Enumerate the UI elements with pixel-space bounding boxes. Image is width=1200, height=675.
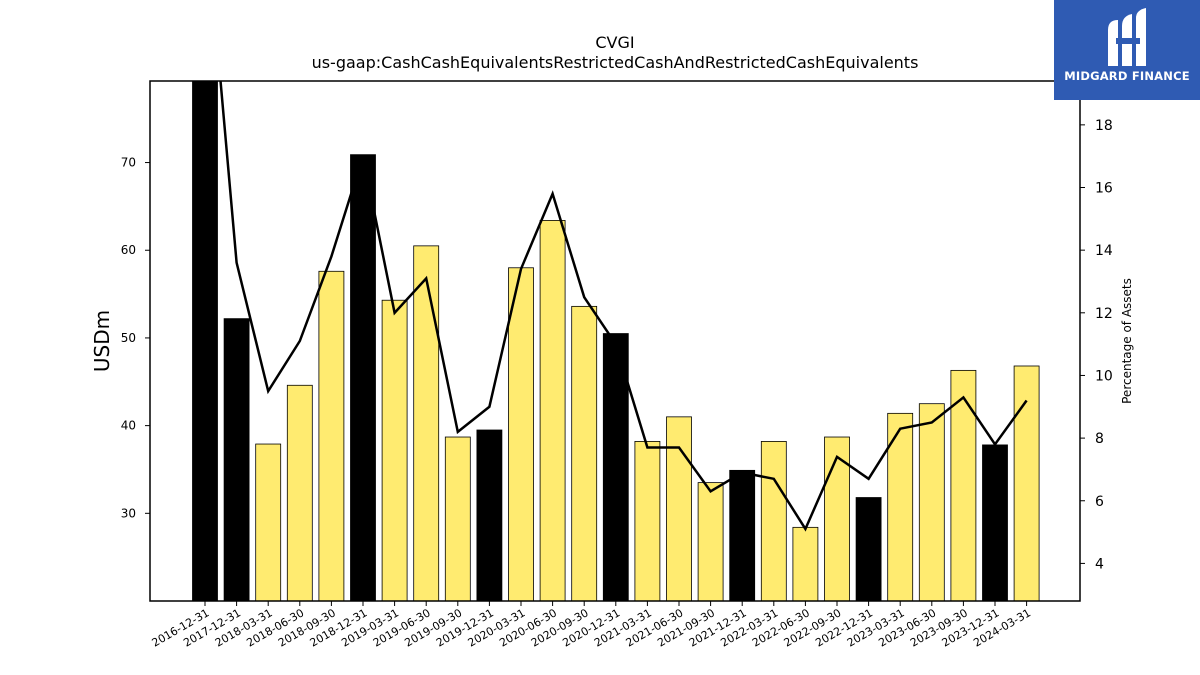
y-axis-label: USDm [90,310,114,372]
plot-area-frame [149,80,1081,602]
bar [697,482,724,602]
bar [413,245,440,602]
left-y-axis: 30 40 50 60 70 [121,156,150,520]
y2-tick-label: 6 [1095,494,1104,510]
y-tick-label: 40 [121,419,136,433]
y2-tick-label: 8 [1095,431,1104,447]
bar [350,154,376,602]
bar [318,270,345,602]
bar-series [192,80,1040,602]
y2-tick-label: 12 [1095,306,1113,322]
bar [792,526,819,602]
x-axis: 2016-12-312017-12-312018-03-312018-06-30… [150,601,1033,650]
bar [982,444,1008,602]
bar [602,333,629,602]
y2-axis-label: Percentage of Assets [1120,278,1134,404]
bar [192,80,218,602]
bar [255,443,282,602]
bar [223,318,250,602]
y-tick-label: 70 [121,156,136,170]
midgard-logo-icon [1108,8,1146,66]
y2-tick-label: 14 [1095,243,1113,259]
y-tick-label: 50 [121,331,136,345]
percentage-line [219,81,1028,532]
y-tick-label: 30 [121,506,136,520]
y2-tick-label: 18 [1095,118,1113,134]
logo-badge: MIDGARD FINANCE [1054,0,1200,100]
bar [476,429,503,602]
bar [381,299,408,602]
bar [855,497,882,602]
chart-title: CVGI [595,33,634,52]
y2-tick-label: 10 [1095,368,1113,384]
y-tick-label: 60 [121,243,136,257]
bar [634,441,661,602]
bar [571,305,598,602]
bar [508,267,534,602]
bar [918,403,945,602]
bar [887,412,914,602]
bar [729,469,756,602]
bar [666,416,692,602]
bar [760,441,787,602]
right-y-axis: 4 6 8 10 12 14 16 18 [1080,118,1113,572]
line-series [219,81,1028,532]
bar [824,436,850,602]
bar [286,384,313,602]
chart-subtitle: us-gaap:CashCashEquivalentsRestrictedCas… [312,53,919,72]
logo-text: MIDGARD FINANCE [1064,69,1190,83]
bar [444,436,471,602]
y2-tick-label: 4 [1095,556,1104,572]
bar [539,220,566,602]
y2-tick-label: 16 [1095,181,1113,197]
